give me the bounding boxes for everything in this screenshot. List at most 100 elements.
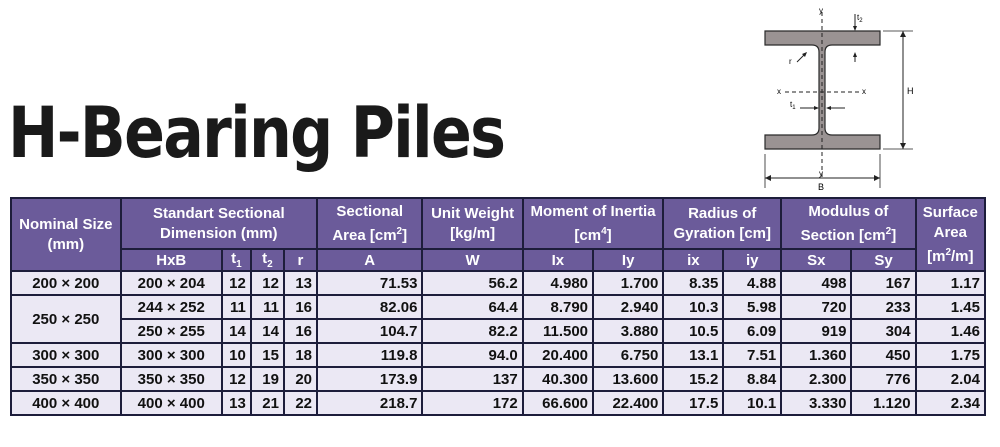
subheader-iy: iy — [722, 248, 783, 272]
cell-t1: 11 — [220, 294, 252, 320]
header-radius-of-gyration: Radius of Gyration [cm] — [662, 197, 783, 250]
table-row: 200 × 200 200 × 204 12 12 13 71.53 56.2 … — [10, 270, 987, 296]
cell-hxb: 300 × 300 — [119, 342, 223, 368]
cell-r: 13 — [282, 270, 319, 296]
cell-nominal: 250 × 250 — [10, 294, 122, 344]
cell-t2: 12 — [249, 270, 285, 296]
cell-sx: 1.360 — [780, 342, 853, 368]
cell-nominal: 200 × 200 — [10, 270, 122, 296]
y-label-bottom: y — [819, 169, 823, 178]
cell-iy: 5.98 — [722, 294, 783, 320]
t1-label: t1 — [790, 100, 796, 111]
cell-ix: 8.35 — [662, 270, 725, 296]
cell-a: 218.7 — [315, 390, 424, 416]
cell-sy: 167 — [850, 270, 917, 296]
cell-ix-cap: 66.600 — [521, 390, 595, 416]
table-row: 250 × 250 244 × 252 11 11 16 82.06 64.4 … — [10, 294, 987, 344]
subheader-t1: t1 — [220, 248, 252, 272]
subheader-sx: Sx — [780, 248, 853, 272]
cell-w: 82.2 — [421, 318, 524, 344]
cell-a: 71.53 — [315, 270, 424, 296]
cell-ix-cap: 11.500 — [521, 318, 595, 344]
cell-a: 82.06 — [315, 294, 424, 320]
cell-iy-cap: 6.750 — [592, 342, 665, 368]
cell-sy: 304 — [850, 318, 917, 344]
header-modulus-of-section: Modulus of Section [cm2] — [780, 197, 917, 250]
cell-iy-cap: 13.600 — [592, 366, 665, 392]
header-surface-area: Surface Area [m2/m] — [914, 197, 987, 272]
cell-sx: 498 — [780, 270, 853, 296]
cell-t1: 13 — [220, 390, 252, 416]
y-label-top: y — [819, 6, 823, 15]
cell-t1: 10 — [220, 342, 252, 368]
subheader-sy: Sy — [850, 248, 917, 272]
cell-surface: 1.17 — [914, 270, 987, 296]
cell-t1: 12 — [220, 270, 252, 296]
cell-t2: 11 — [249, 294, 285, 320]
cell-w: 137 — [421, 366, 524, 392]
cell-sy: 233 — [850, 294, 917, 320]
cell-hxb: 244 × 252 — [119, 294, 223, 320]
cell-r: 16 — [282, 294, 319, 320]
cell-a: 173.9 — [315, 366, 424, 392]
subheader-ix-cap: Ix — [521, 248, 595, 272]
cell-ix-cap: 4.980 — [521, 270, 595, 296]
cell-t2: 15 — [249, 342, 285, 368]
r-label: r — [789, 57, 792, 66]
cell-sy: 776 — [850, 366, 917, 392]
cell-hxb: 200 × 204 — [119, 270, 223, 296]
cell-sy: 1.120 — [850, 390, 917, 416]
table-row: 400 × 400 400 × 400 13 21 22 218.7 172 6… — [10, 390, 987, 416]
subheader-w: W — [421, 248, 524, 272]
page-title: H-Bearing Piles — [8, 92, 506, 174]
cell-iy: 7.51 — [722, 342, 783, 368]
cell-ix: 17.5 — [662, 390, 725, 416]
cell-ix: 15.2 — [662, 366, 725, 392]
cell-t2: 19 — [249, 366, 285, 392]
cell-a: 104.7 — [315, 318, 424, 344]
cell-surface: 2.04 — [914, 366, 987, 392]
cell-w: 94.0 — [421, 342, 524, 368]
cell-nominal: 400 × 400 — [10, 390, 122, 416]
cell-iy-cap: 22.400 — [592, 390, 665, 416]
subheader-hxb: HxB — [119, 248, 223, 272]
cell-t1: 14 — [220, 318, 252, 344]
cell-ix-cap: 40.300 — [521, 366, 595, 392]
subheader-iy-cap: Iy — [592, 248, 665, 272]
header-nominal-size: Nominal Size (mm) — [10, 197, 122, 272]
cell-sx: 720 — [780, 294, 853, 320]
cell-w: 64.4 — [421, 294, 524, 320]
x-label-left: x — [777, 87, 781, 96]
x-label-right: x — [862, 87, 866, 96]
cell-nominal: 300 × 300 — [10, 342, 122, 368]
table-row: 300 × 300 300 × 300 10 15 18 119.8 94.0 … — [10, 342, 987, 368]
b-label: B — [818, 182, 824, 192]
h-beam-cross-section-diagram: y y x x H B t2 r t1 — [764, 6, 914, 192]
cell-surface: 1.75 — [914, 342, 987, 368]
cell-t2: 21 — [249, 390, 285, 416]
cell-ix: 13.1 — [662, 342, 725, 368]
cell-sx: 919 — [780, 318, 853, 344]
cell-hxb: 350 × 350 — [119, 366, 223, 392]
cell-r: 22 — [282, 390, 319, 416]
cell-w: 172 — [421, 390, 524, 416]
cell-t2: 14 — [249, 318, 285, 344]
subheader-a: A — [315, 248, 424, 272]
subheader-t2: t2 — [249, 248, 285, 272]
table-row: 350 × 350 350 × 350 12 19 20 173.9 137 4… — [10, 366, 987, 392]
header-sectional-area: Sectional Area [cm2] — [315, 197, 424, 250]
cell-hxb: 400 × 400 — [119, 390, 223, 416]
table-row: 250 × 255 14 14 16 104.7 82.2 11.500 3.8… — [11, 318, 987, 344]
cell-sx: 2.300 — [780, 366, 853, 392]
cell-sy: 450 — [850, 342, 917, 368]
cell-iy: 8.84 — [722, 366, 783, 392]
cell-iy-cap: 3.880 — [592, 318, 665, 344]
cell-iy-cap: 1.700 — [592, 270, 665, 296]
cell-surface: 2.34 — [914, 390, 987, 416]
subheader-ix: ix — [662, 248, 725, 272]
header-unit-weight: Unit Weight [kg/m] — [421, 197, 524, 250]
cell-nominal: 350 × 350 — [10, 366, 122, 392]
subheader-r: r — [282, 248, 319, 272]
cell-iy-cap: 2.940 — [592, 294, 665, 320]
cell-ix-cap: 20.400 — [521, 342, 595, 368]
